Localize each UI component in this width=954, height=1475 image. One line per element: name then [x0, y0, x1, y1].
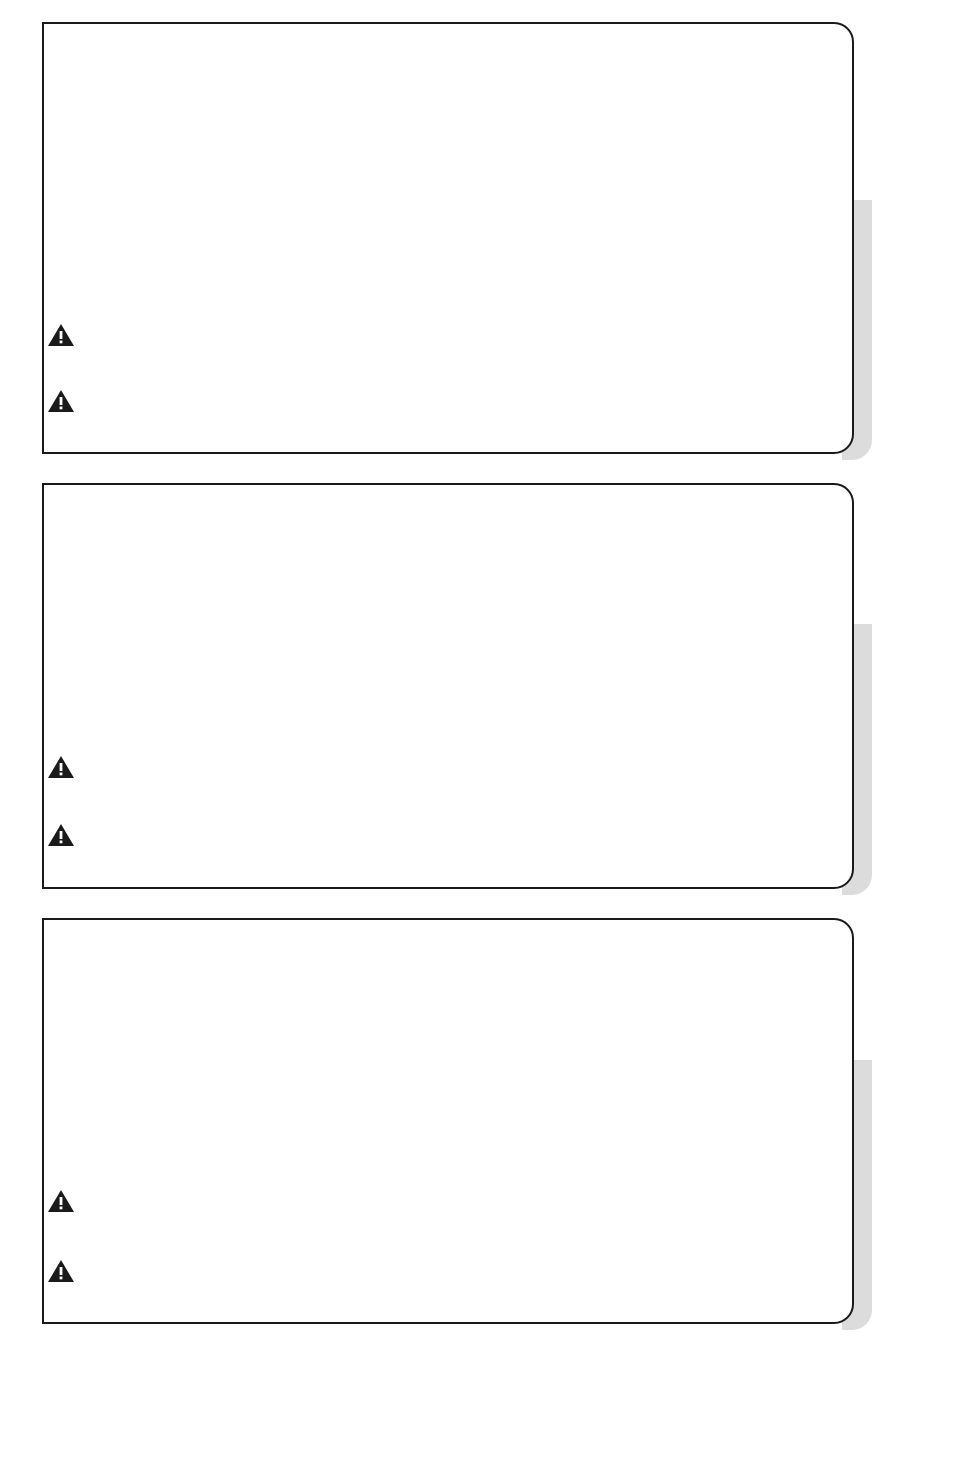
warning-icon [48, 324, 74, 346]
panel-2-frame [42, 483, 854, 889]
warning-icon [48, 1190, 74, 1212]
panel-3-frame [42, 918, 854, 1324]
warning-icon [48, 824, 74, 846]
panel-1-frame [42, 22, 854, 454]
warning-icon [48, 1260, 74, 1282]
page [0, 0, 954, 1475]
warning-icon [48, 756, 74, 778]
warning-icon [48, 390, 74, 412]
